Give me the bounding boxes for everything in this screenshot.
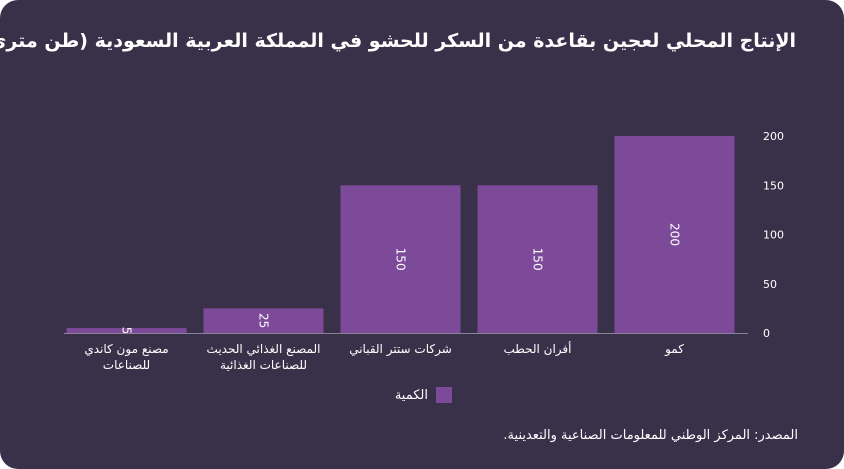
x-tick-label: للصناعات الغذائية (220, 358, 307, 372)
chart-title: الإنتاج المحلي لعجين بقاعدة من السكر للح… (0, 30, 796, 52)
y-tick-label: 200 (763, 130, 784, 143)
bar[interactable] (66, 328, 187, 333)
legend-swatch (436, 387, 452, 403)
x-tick-label: شركات ستتر القباني (349, 342, 452, 357)
legend[interactable]: الكمية (395, 387, 452, 403)
y-tick-label: 100 (763, 229, 784, 242)
y-tick-label: 0 (763, 327, 770, 340)
x-tick-label: المصنع الغذائي الحديث (207, 342, 321, 356)
y-tick-label: 150 (763, 179, 784, 192)
y-tick-label: 50 (763, 278, 777, 291)
data-label: 25 (257, 313, 271, 328)
x-tick-label: كمو (664, 342, 684, 357)
bar[interactable] (340, 185, 461, 333)
data-label: 150 (394, 248, 408, 271)
legend-label: الكمية (394, 387, 428, 403)
bar[interactable] (614, 136, 735, 333)
bar[interactable] (203, 308, 324, 333)
x-tick-label: للصناعات (103, 358, 150, 372)
bar[interactable] (477, 185, 598, 333)
x-tick-label: أفران الحطب (503, 341, 571, 357)
data-label: 150 (531, 248, 545, 271)
source-note: المصدر: المركز الوطني للمعلومات الصناعية… (503, 428, 798, 443)
data-label: 200 (668, 223, 682, 246)
data-label: 5 (120, 327, 134, 335)
x-tick-label: مصنع مون كاندي (84, 342, 168, 357)
